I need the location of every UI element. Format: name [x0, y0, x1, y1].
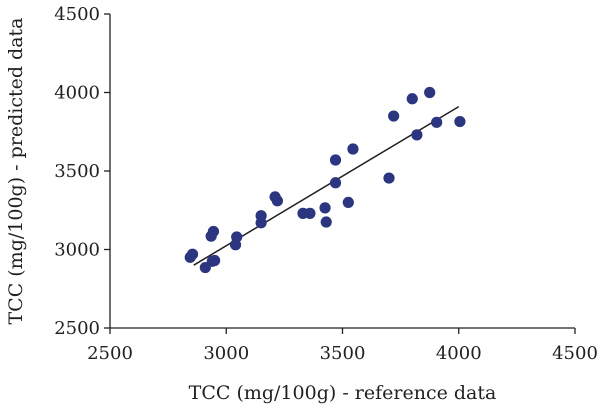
data-point	[388, 110, 400, 122]
y-tick-label: 3500	[54, 161, 100, 182]
data-point	[209, 254, 221, 267]
data-point	[231, 231, 243, 243]
data-point	[406, 93, 418, 105]
axes	[104, 13, 576, 334]
data-point	[383, 172, 395, 184]
data-point	[342, 196, 354, 208]
x-tick-label: 3500	[320, 343, 366, 364]
data-point	[186, 248, 199, 260]
data-point	[205, 230, 217, 242]
data-point	[347, 143, 359, 155]
y-tick-label: 4000	[54, 83, 100, 104]
y-tick-label: 2500	[54, 318, 100, 339]
x-tick-label: 3000	[203, 343, 249, 364]
data-point	[271, 195, 283, 207]
data-point	[424, 86, 436, 99]
x-tick-label: 4500	[552, 343, 598, 364]
data-point	[454, 115, 466, 128]
data-point	[255, 210, 267, 222]
data-point	[329, 177, 342, 189]
y-tick-label: 3000	[54, 240, 100, 261]
data-point	[431, 116, 443, 128]
x-axis-title: TCC (mg/100g) - reference data	[189, 382, 497, 404]
y-tick-label: 4500	[54, 4, 100, 25]
data-point	[329, 154, 342, 166]
data-points	[184, 86, 466, 274]
data-point	[411, 129, 423, 141]
tick-labels: 2500 3000 3500 4000 4500 2500 3000 3500 4000 4500	[54, 4, 598, 364]
data-point	[304, 207, 316, 219]
x-tick-label: 2500	[87, 343, 133, 364]
y-axis-title: TCC (mg/100g) - predicted data	[5, 17, 27, 324]
data-point	[320, 216, 332, 228]
data-point	[319, 202, 331, 214]
x-tick-label: 4000	[436, 343, 482, 364]
